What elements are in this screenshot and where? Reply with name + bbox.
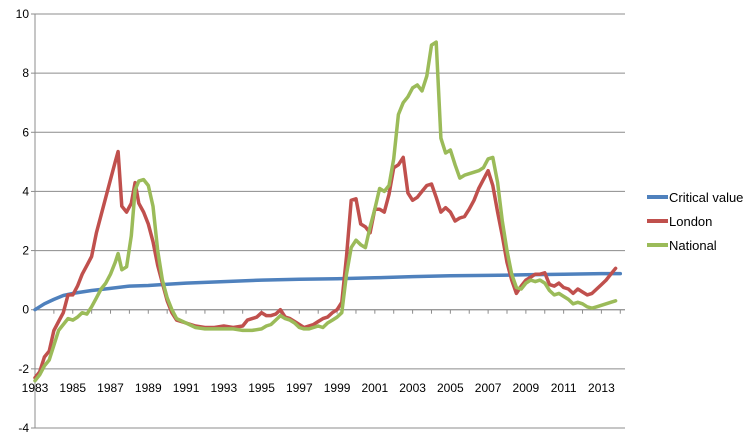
x-tick-label: 2013 — [588, 381, 615, 395]
x-tick-label: 2009 — [513, 381, 540, 395]
y-tick-labels: -4 -2 0 2 4 6 8 10 — [16, 7, 30, 435]
x-tick-label: 2005 — [437, 381, 464, 395]
legend-label: National — [669, 238, 717, 253]
x-tick-label: 1993 — [210, 381, 237, 395]
x-tick-label: 1995 — [248, 381, 275, 395]
y-tick-label: 8 — [22, 66, 29, 80]
x-tick-label: 1987 — [97, 381, 124, 395]
series-lines — [33, 40, 623, 383]
y-tick-label: 0 — [22, 303, 29, 317]
series-line-london — [33, 149, 618, 380]
legend: Critical value London National — [647, 190, 743, 253]
y-tick-label: 6 — [22, 125, 29, 139]
legend-item: London — [647, 214, 712, 229]
x-tick-label: 2001 — [361, 381, 388, 395]
x-tick-label: 1985 — [59, 381, 86, 395]
x-tick-label: 1989 — [135, 381, 162, 395]
x-tick-label: 2011 — [551, 381, 577, 395]
y-tick-label: 2 — [22, 244, 29, 258]
x-tick-labels: 1983 1985 1987 1989 1991 1993 1995 1997 1999 2001… — [22, 381, 615, 395]
y-tick-label: 4 — [22, 184, 29, 198]
series-line-national — [33, 40, 618, 383]
y-tick-label: -4 — [18, 421, 29, 435]
x-tick-label: 1983 — [22, 381, 49, 395]
legend-label: Critical value — [669, 190, 743, 205]
x-tick-label: 1999 — [324, 381, 351, 395]
legend-item: National — [647, 238, 717, 253]
x-tick-label: 1991 — [173, 381, 200, 395]
x-tick-label: 2007 — [475, 381, 502, 395]
y-tick-label: -2 — [18, 362, 29, 376]
y-tick-label: 10 — [16, 7, 30, 21]
axes — [31, 13, 625, 429]
x-tick-label: 2003 — [399, 381, 426, 395]
x-tick-label: 1997 — [286, 381, 313, 395]
legend-item: Critical value — [647, 190, 743, 205]
legend-label: London — [669, 214, 712, 229]
